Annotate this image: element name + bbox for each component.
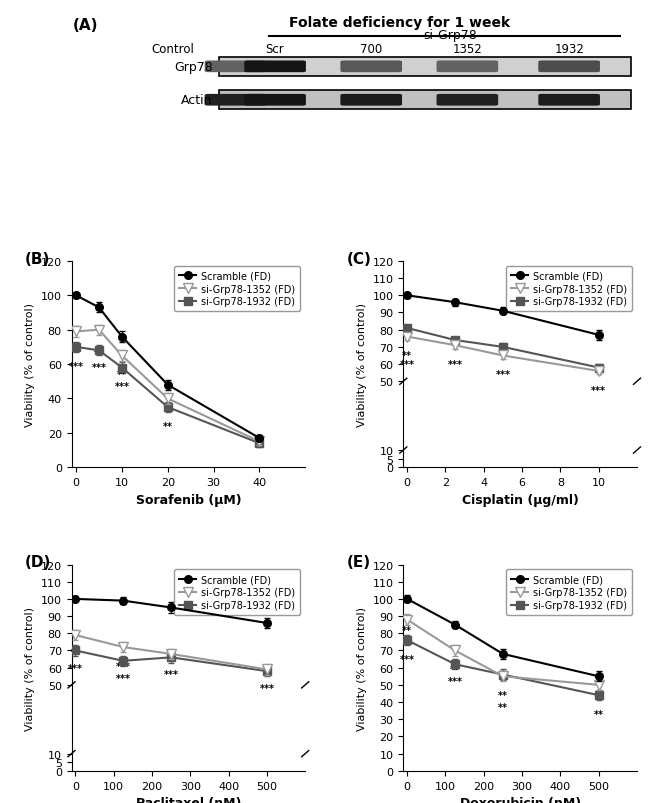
Text: ***: *** [448, 676, 463, 687]
Text: (C): (C) [347, 251, 372, 267]
Text: **: ** [498, 690, 508, 700]
Text: **: ** [94, 348, 104, 357]
Text: Control: Control [152, 43, 195, 55]
Y-axis label: Viability (% of control): Viability (% of control) [25, 606, 35, 730]
Legend: Scramble (FD), si-Grp78-1352 (FD), si-Grp78-1932 (FD): Scramble (FD), si-Grp78-1352 (FD), si-Gr… [506, 267, 632, 312]
Text: Grp78: Grp78 [174, 61, 213, 74]
X-axis label: Doxorubicin (nM): Doxorubicin (nM) [460, 796, 580, 803]
Text: ***: *** [448, 360, 463, 369]
X-axis label: Sorafenib (μM): Sorafenib (μM) [136, 493, 241, 506]
Text: **: ** [70, 647, 81, 657]
Text: (B): (B) [25, 251, 50, 267]
FancyBboxPatch shape [437, 95, 498, 107]
FancyBboxPatch shape [341, 61, 402, 73]
Text: ***: *** [92, 363, 107, 373]
Legend: Scramble (FD), si-Grp78-1352 (FD), si-Grp78-1932 (FD): Scramble (FD), si-Grp78-1352 (FD), si-Gr… [174, 569, 300, 615]
FancyBboxPatch shape [538, 61, 600, 73]
X-axis label: Paclitaxel (nM): Paclitaxel (nM) [136, 796, 241, 803]
Legend: Scramble (FD), si-Grp78-1352 (FD), si-Grp78-1932 (FD): Scramble (FD), si-Grp78-1352 (FD), si-Gr… [174, 267, 300, 312]
FancyBboxPatch shape [538, 95, 600, 107]
Text: ***: *** [68, 662, 83, 673]
Text: **: ** [498, 702, 508, 712]
Text: Actin: Actin [181, 94, 213, 107]
X-axis label: Cisplatin (μg/ml): Cisplatin (μg/ml) [462, 493, 578, 506]
Bar [218, 58, 631, 76]
Text: **: ** [162, 422, 173, 431]
Text: **: ** [402, 625, 412, 635]
Text: ***: *** [259, 683, 274, 693]
Text: ***: *** [400, 360, 415, 369]
Text: 700: 700 [360, 43, 382, 55]
Text: **: ** [117, 369, 127, 380]
FancyBboxPatch shape [205, 95, 266, 107]
FancyBboxPatch shape [437, 61, 498, 73]
Text: ***: *** [592, 385, 606, 395]
Legend: Scramble (FD), si-Grp78-1352 (FD), si-Grp78-1932 (FD): Scramble (FD), si-Grp78-1352 (FD), si-Gr… [506, 569, 632, 615]
Text: ***: *** [164, 670, 179, 679]
Text: (E): (E) [347, 555, 371, 569]
Text: ***: *** [114, 381, 129, 392]
Y-axis label: Viability (% of control): Viability (% of control) [357, 303, 367, 426]
Text: ***: *** [116, 673, 131, 683]
Bar [218, 92, 631, 110]
Text: ***: *** [400, 654, 415, 664]
FancyBboxPatch shape [205, 61, 266, 73]
Text: Scr: Scr [266, 43, 285, 55]
Text: **: ** [593, 709, 604, 719]
Y-axis label: Viability (% of control): Viability (% of control) [357, 606, 367, 730]
Text: ***: *** [495, 369, 510, 380]
Text: (A): (A) [73, 18, 98, 33]
Text: si-Grp78: si-Grp78 [424, 29, 477, 42]
Text: 1352: 1352 [452, 43, 482, 55]
Text: **: ** [402, 351, 412, 361]
Text: ***: *** [116, 661, 131, 671]
Y-axis label: Viability (% of control): Viability (% of control) [25, 303, 35, 426]
FancyBboxPatch shape [341, 95, 402, 107]
FancyBboxPatch shape [244, 61, 306, 73]
Text: ***: *** [69, 361, 84, 371]
Text: (D): (D) [25, 555, 51, 569]
Text: 1932: 1932 [554, 43, 584, 55]
FancyBboxPatch shape [244, 95, 306, 107]
Text: **: ** [450, 664, 460, 675]
Text: Folate deficiency for 1 week: Folate deficiency for 1 week [289, 16, 510, 30]
